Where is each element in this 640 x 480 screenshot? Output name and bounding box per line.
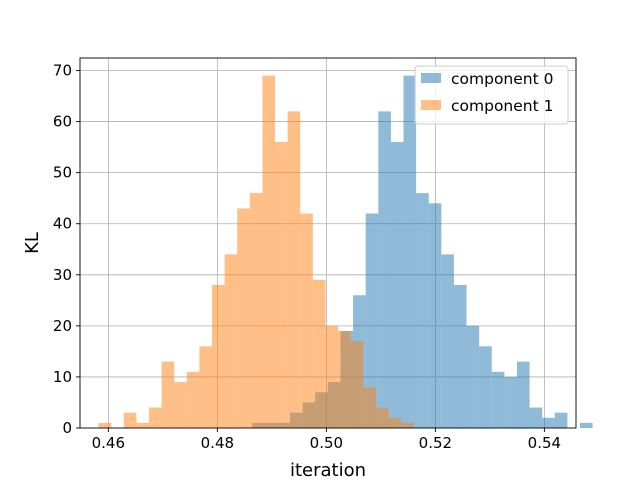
y-tick-label: 10 (53, 368, 72, 386)
histogram-bar-component-0 (491, 371, 505, 428)
histogram-bar-component-1 (388, 417, 402, 428)
histogram-bars (98, 75, 593, 429)
y-tick-label: 70 (53, 62, 72, 80)
histogram-bar-component-1 (237, 208, 250, 428)
legend: component 0 component 1 (414, 65, 569, 125)
histogram-bar-component-1 (249, 193, 263, 428)
histogram-bar-component-1 (224, 254, 238, 428)
histogram-bar-component-1 (98, 422, 112, 428)
histogram-bar-component-1 (262, 75, 276, 428)
histogram-bar-component-1 (161, 361, 175, 428)
y-tick-label: 0 (62, 419, 72, 437)
histogram-bar-component-1 (148, 407, 162, 428)
y-axis-ticks: 0 10 20 30 40 50 60 70 (53, 62, 80, 437)
histogram-bar-component-1 (300, 213, 313, 428)
histogram-bar-component-1 (350, 341, 364, 428)
histogram-bar-component-0 (428, 203, 442, 428)
histogram-bar-component-1 (363, 387, 376, 428)
histogram-bar-component-1 (375, 407, 389, 428)
y-tick-label: 30 (53, 266, 72, 284)
legend-label-component-1: component 1 (451, 97, 553, 115)
histogram-bar-component-1 (199, 346, 212, 428)
histogram-bar-component-1 (123, 412, 137, 428)
histogram-bar-component-0 (365, 213, 379, 428)
histogram-bar-component-0 (390, 142, 404, 429)
y-tick-label: 20 (53, 317, 72, 335)
x-tick-label: 0.54 (528, 434, 561, 452)
y-tick-label: 50 (53, 164, 72, 182)
legend-swatch-component-0 (421, 73, 441, 83)
legend-label-component-0: component 0 (451, 70, 553, 88)
x-axis-ticks: 0.46 0.48 0.50 0.52 0.54 (92, 428, 561, 452)
histogram-bar-component-1 (186, 371, 200, 428)
histogram-bar-component-0 (516, 361, 530, 428)
histogram-bar-component-0 (479, 346, 492, 428)
x-tick-label: 0.46 (92, 434, 125, 452)
histogram-bar-component-1 (401, 422, 414, 428)
histogram-bar-component-0 (441, 254, 454, 428)
y-tick-label: 40 (53, 215, 72, 233)
y-axis-label: KL (22, 232, 43, 254)
axes-frame (79, 57, 577, 429)
histogram-bar-component-0 (580, 422, 593, 428)
x-tick-label: 0.50 (310, 434, 343, 452)
histogram-bar-component-0 (453, 285, 467, 428)
histogram-bar-component-0 (378, 111, 391, 429)
histogram-bar-component-0 (416, 193, 429, 428)
histogram-bar-component-1 (338, 330, 351, 428)
histogram-bar-component-1 (174, 382, 187, 428)
x-tick-label: 0.48 (201, 434, 234, 452)
legend-swatch-component-1 (421, 100, 441, 110)
y-tick-label: 60 (53, 113, 72, 131)
histogram-bar-component-0 (504, 376, 517, 428)
histogram-bar-component-0 (542, 417, 555, 428)
histogram-bar-component-1 (275, 142, 288, 429)
histogram-bar-component-1 (136, 422, 149, 428)
histogram-bar-component-0 (466, 325, 480, 428)
legend-box (414, 65, 569, 125)
x-tick-label: 0.52 (419, 434, 452, 452)
x-axis-label: iteration (290, 460, 366, 480)
histogram-bar-component-1 (287, 111, 301, 429)
histogram-bar-component-0 (554, 412, 568, 428)
histogram-bar-component-1 (211, 285, 225, 428)
histogram-bar-component-0 (529, 407, 543, 428)
histogram-bar-component-0 (403, 75, 417, 428)
histogram-bar-component-1 (325, 325, 339, 428)
histogram-bar-component-1 (312, 279, 326, 428)
